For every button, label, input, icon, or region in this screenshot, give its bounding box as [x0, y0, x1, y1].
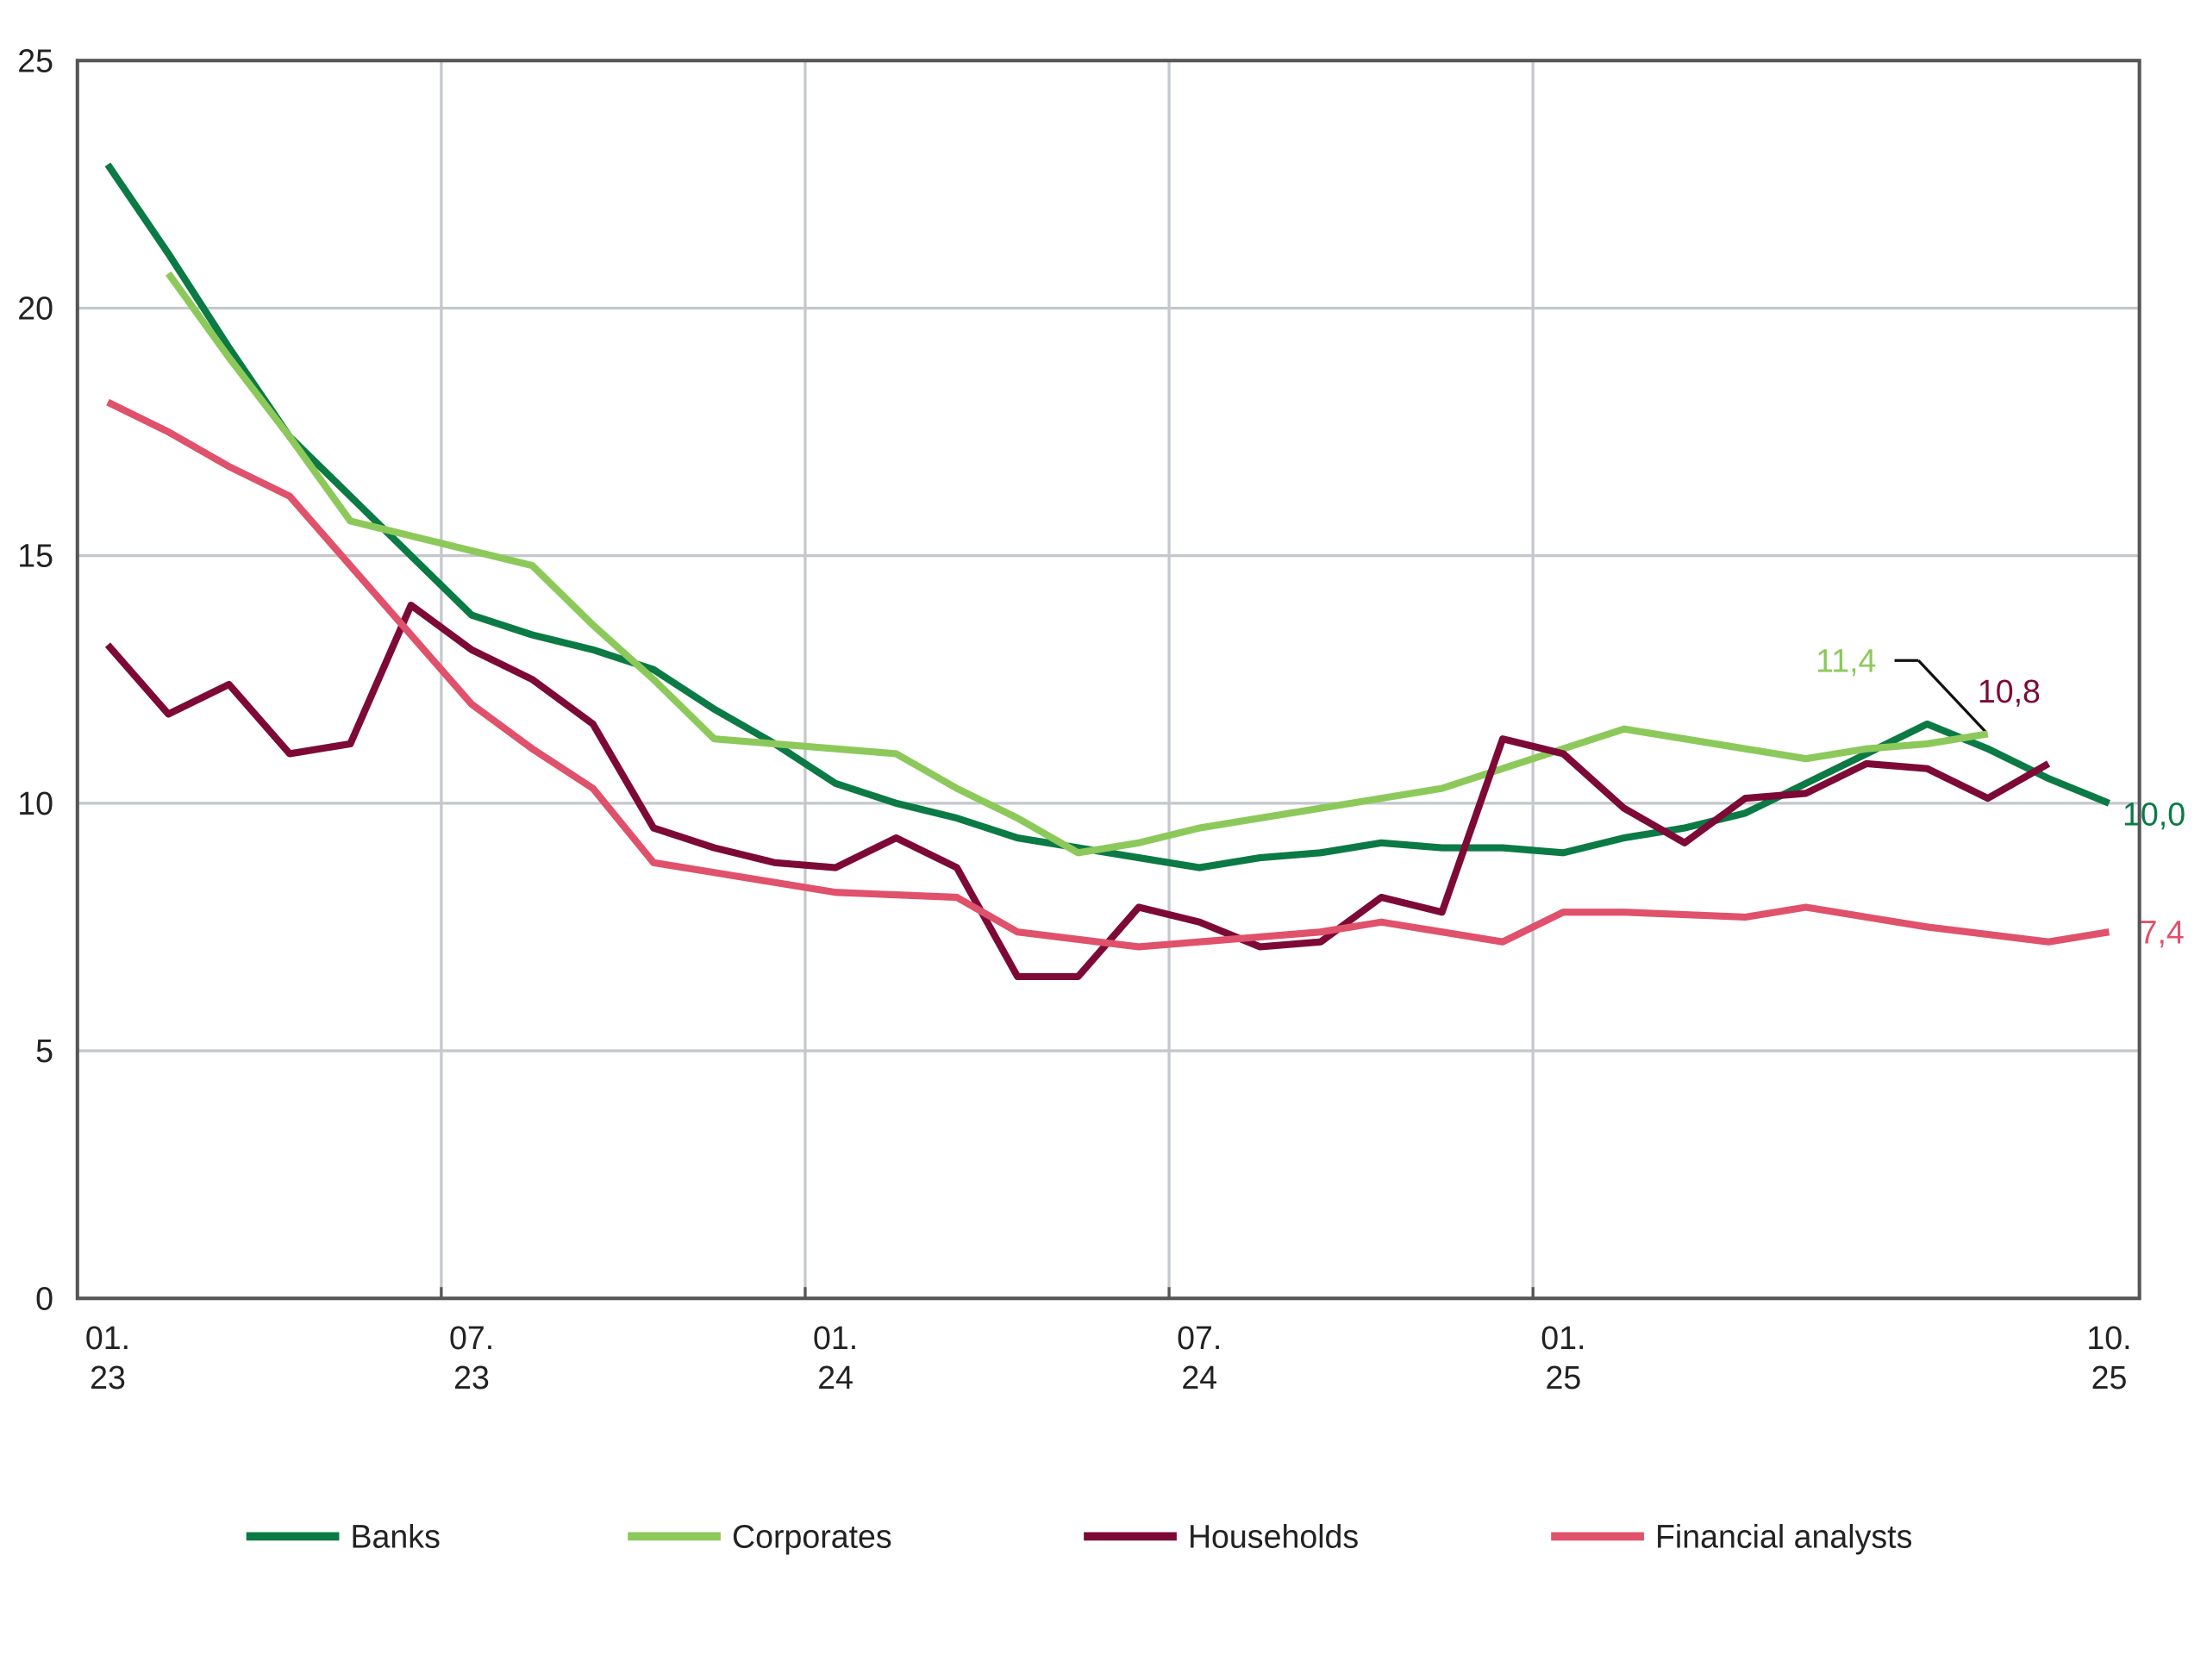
x-tick-label: 01. 23 — [85, 1320, 130, 1396]
x-tick-label: 01. 24 — [813, 1320, 858, 1396]
x-tick-label: 10. 25 — [2086, 1320, 2131, 1396]
x-tick-label: 01. 25 — [1541, 1320, 1585, 1396]
series-line — [166, 271, 1989, 857]
x-tick-label: 07. 24 — [1177, 1320, 1222, 1396]
y-tick-label: 0 — [35, 1280, 53, 1316]
legend-label: Banks — [351, 1518, 441, 1554]
x-tick-label-line: 25 — [1545, 1359, 1581, 1396]
y-tick-label: 5 — [35, 1033, 53, 1069]
y-tick-label: 10 — [17, 785, 53, 821]
legend-label: Financial analysts — [1655, 1518, 1912, 1554]
legend-label: Corporates — [732, 1518, 892, 1554]
x-tick-label-line: 24 — [817, 1359, 853, 1396]
y-tick-label: 15 — [17, 538, 53, 574]
x-tick-label-line: 23 — [453, 1359, 490, 1396]
x-tick-label: 07. 23 — [449, 1320, 494, 1396]
x-tick-label-line: 23 — [90, 1359, 126, 1396]
x-tick-label-line: 01. — [813, 1320, 858, 1356]
y-tick-label: 20 — [17, 290, 53, 327]
annotation: 10,8 — [1978, 673, 2041, 709]
y-tick-label: 25 — [17, 42, 53, 78]
annotation: 7,4 — [2140, 915, 2185, 951]
legend-label: Households — [1188, 1518, 1359, 1554]
x-tick-label-line: 01. — [85, 1320, 130, 1356]
annotation: 11,4 — [1816, 642, 1876, 678]
x-tick-label-line: 10. — [2086, 1320, 2131, 1356]
series-line — [106, 398, 2110, 951]
x-tick-label-line: 07. — [449, 1320, 494, 1356]
series-line — [104, 602, 2051, 980]
x-tick-label-line: 24 — [1181, 1359, 1217, 1396]
x-tick-label-line: 25 — [2091, 1359, 2128, 1396]
annotation: 10,0 — [2123, 796, 2185, 832]
x-tick-label-line: 01. — [1541, 1320, 1585, 1356]
series-line — [104, 162, 2111, 871]
leader-line — [1917, 659, 1987, 734]
plot-frame — [75, 59, 2141, 1301]
x-tick-label-line: 07. — [1177, 1320, 1222, 1356]
